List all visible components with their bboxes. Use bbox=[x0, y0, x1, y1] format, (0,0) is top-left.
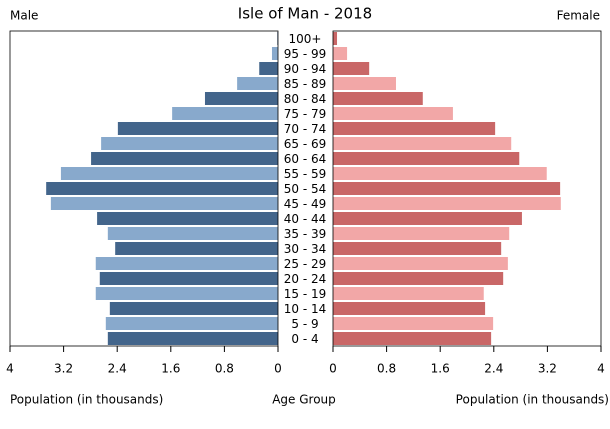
bar bbox=[99, 272, 278, 285]
y-tick-label: 70 - 74 bbox=[284, 122, 327, 136]
x-tick-label: 1.6 bbox=[161, 362, 180, 376]
y-tick-label: 35 - 39 bbox=[284, 227, 327, 241]
y-tick-label: 10 - 14 bbox=[284, 302, 327, 316]
plot-frame bbox=[9, 30, 279, 347]
x-axis-label: Population (in thousands) bbox=[456, 393, 609, 407]
bar bbox=[333, 227, 510, 240]
bar bbox=[333, 212, 522, 225]
x-tick-label: 1.6 bbox=[431, 362, 450, 376]
bar bbox=[97, 212, 278, 225]
y-tick-label: 25 - 29 bbox=[284, 257, 327, 271]
bar bbox=[333, 167, 547, 180]
x-tick-label: 3.2 bbox=[538, 362, 557, 376]
x-tick-label: 2.4 bbox=[484, 362, 503, 376]
y-tick-label: 75 - 79 bbox=[284, 107, 327, 121]
bar bbox=[333, 47, 348, 60]
bar bbox=[333, 32, 338, 45]
bar bbox=[333, 62, 370, 75]
bar bbox=[333, 272, 504, 285]
y-tick-label: 45 - 49 bbox=[284, 197, 327, 211]
bar bbox=[101, 137, 279, 150]
bar bbox=[109, 302, 278, 315]
y-tick-label: 55 - 59 bbox=[284, 167, 327, 181]
bar bbox=[204, 92, 278, 105]
y-tick-label: 85 - 89 bbox=[284, 77, 327, 91]
bar bbox=[107, 332, 278, 345]
bar bbox=[172, 107, 278, 120]
y-tick-label: 30 - 34 bbox=[284, 242, 327, 256]
x-tick-label: 3.2 bbox=[54, 362, 73, 376]
bar bbox=[271, 47, 278, 60]
y-tick-label: 100+ bbox=[289, 32, 322, 46]
x-tick-label: 2.4 bbox=[108, 362, 127, 376]
y-tick-label: 40 - 44 bbox=[284, 212, 327, 226]
bar bbox=[60, 167, 278, 180]
bar bbox=[50, 197, 279, 210]
bar bbox=[237, 77, 278, 90]
bar bbox=[95, 257, 278, 270]
y-tick-label: 95 - 99 bbox=[284, 47, 327, 61]
x-axis-label: Population (in thousands) bbox=[10, 393, 163, 407]
bar bbox=[95, 287, 278, 300]
y-tick-label: 50 - 54 bbox=[284, 182, 327, 196]
bar bbox=[105, 317, 278, 330]
y-tick-label: 60 - 64 bbox=[284, 152, 327, 166]
bar bbox=[333, 122, 496, 135]
bar bbox=[333, 197, 561, 210]
bar bbox=[333, 242, 502, 255]
bar bbox=[91, 152, 278, 165]
bar bbox=[333, 182, 561, 195]
x-tick-label: 4 bbox=[6, 362, 14, 376]
y-tick-label: 5 - 9 bbox=[291, 317, 318, 331]
bar bbox=[46, 182, 279, 195]
bar bbox=[115, 242, 278, 255]
chart-title: Isle of Man - 2018 bbox=[238, 5, 372, 23]
y-tick-label: 90 - 94 bbox=[284, 62, 327, 76]
bar bbox=[107, 227, 278, 240]
bar bbox=[333, 107, 453, 120]
y-tick-label: 65 - 69 bbox=[284, 137, 327, 151]
x-tick-label: 0.8 bbox=[215, 362, 234, 376]
bar bbox=[117, 122, 279, 135]
legend-female: Female bbox=[557, 9, 600, 23]
y-tick-label: 0 - 4 bbox=[291, 332, 318, 346]
bar bbox=[333, 257, 508, 270]
bar bbox=[333, 152, 520, 165]
plot-frame bbox=[332, 30, 602, 347]
bar bbox=[333, 287, 484, 300]
y-tick-label: 15 - 19 bbox=[284, 287, 327, 301]
x-tick-label: 0.8 bbox=[377, 362, 396, 376]
bar bbox=[333, 332, 492, 345]
y-tick-label: 20 - 24 bbox=[284, 272, 327, 286]
legend-male: Male bbox=[10, 9, 38, 23]
bar bbox=[333, 137, 512, 150]
center-label: Age Group bbox=[272, 393, 336, 407]
x-tick-label: 0 bbox=[274, 362, 282, 376]
x-tick-label: 4 bbox=[597, 362, 605, 376]
bar bbox=[259, 62, 278, 75]
bar bbox=[333, 92, 423, 105]
bar bbox=[333, 317, 494, 330]
bar bbox=[333, 77, 396, 90]
y-tick-label: 80 - 84 bbox=[284, 92, 327, 106]
x-tick-label: 0 bbox=[329, 362, 337, 376]
bar bbox=[333, 302, 486, 315]
